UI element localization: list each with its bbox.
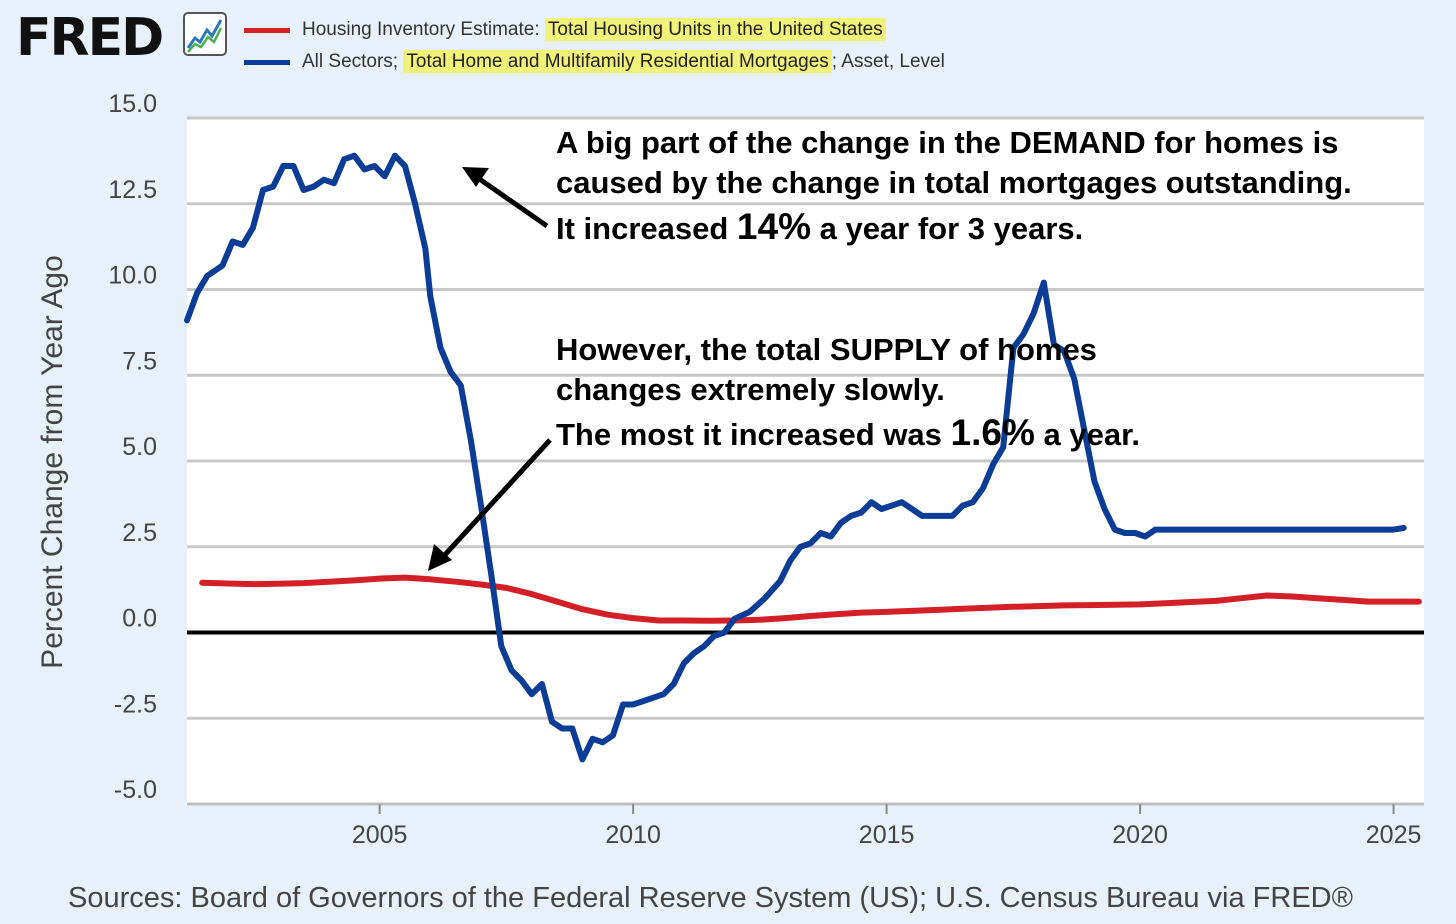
chart-line-icon [183, 12, 227, 56]
legend-series-name: Total Housing Units in the United States [544, 18, 886, 41]
fred-logo: FRED [16, 8, 164, 68]
annotation-demand-text-end: a year for 3 years. [811, 211, 1083, 246]
legend-prefix: Housing Inventory Estimate: [302, 19, 545, 40]
x-tick-label: 2005 [352, 821, 408, 849]
annotation-supply: However, the total SUPPLY of homes chang… [556, 332, 1140, 453]
y-axis-label: Percent Change from Year Ago [36, 255, 69, 669]
y-tick-label: 7.5 [122, 347, 157, 375]
annotation-demand: A big part of the change in the DEMAND f… [556, 125, 1352, 247]
y-tick-label: -2.5 [114, 690, 157, 718]
annotation-supply-line3: The most it increased was 1.6% a year. [556, 412, 1140, 453]
legend-item-mortgages[interactable]: All Sectors; Total Home and Multifamily … [244, 46, 945, 78]
legend-swatch-blue [244, 59, 290, 65]
legend-suffix: ; Asset, Level [831, 51, 945, 72]
annotation-demand-text: It increased [556, 211, 737, 246]
y-tick-label: 12.5 [108, 176, 157, 204]
annotation-demand-line1: A big part of the change in the DEMAND f… [556, 125, 1339, 160]
legend-prefix: All Sectors; [302, 51, 404, 72]
y-tick-label: 15.0 [108, 90, 157, 118]
x-tick-label: 2025 [1366, 821, 1422, 849]
annotation-supply-line2: changes extremely slowly. [556, 372, 945, 407]
y-tick-label: 2.5 [122, 519, 157, 547]
annotation-supply-line1: However, the total SUPPLY of homes [556, 332, 1097, 367]
annotation-demand-value: 14% [737, 206, 811, 247]
x-tick-label: 2010 [605, 821, 661, 849]
y-tick-label: 0.0 [122, 605, 157, 633]
series-line-housing-units[interactable] [199, 574, 1422, 624]
source-note: Sources: Board of Governors of the Feder… [68, 882, 1353, 914]
x-tick-label: 2015 [859, 821, 915, 849]
annotation-supply-text: The most it increased was [556, 417, 951, 452]
y-tick-label: 5.0 [122, 433, 157, 461]
arrow-supply [428, 438, 552, 571]
annotation-supply-text-end: a year. [1035, 417, 1140, 452]
legend-item-housing-units[interactable]: Housing Inventory Estimate: Total Housin… [244, 14, 945, 46]
y-tick-label: 10.0 [108, 262, 157, 290]
x-tick-label: 2020 [1112, 821, 1168, 849]
annotation-supply-value: 1.6% [951, 412, 1035, 453]
arrow-demand [462, 167, 549, 229]
y-tick-label: -5.0 [114, 776, 157, 804]
annotation-demand-line3: It increased 14% a year for 3 years. [556, 206, 1083, 247]
legend-series-name: Total Home and Multifamily Residential M… [403, 50, 832, 73]
legend: Housing Inventory Estimate: Total Housin… [244, 14, 945, 78]
annotation-demand-line2: caused by the change in total mortgages … [556, 165, 1352, 200]
series-line-mortgages[interactable] [184, 152, 1407, 763]
legend-swatch-red [244, 27, 290, 33]
